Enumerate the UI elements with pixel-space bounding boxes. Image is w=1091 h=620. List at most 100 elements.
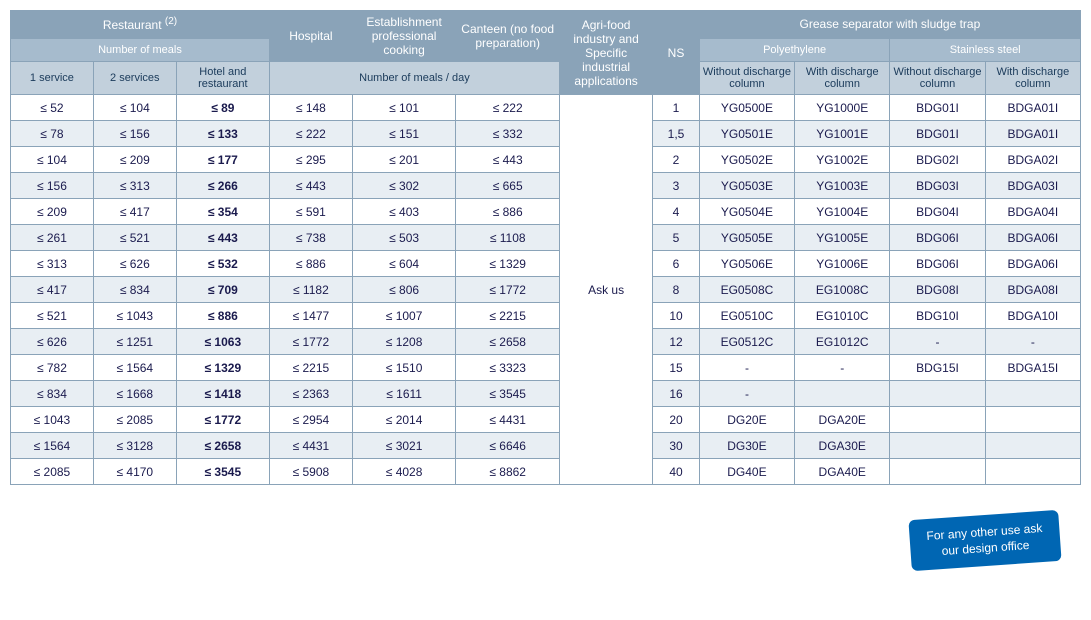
table-cell: ≤ 2215: [269, 355, 352, 381]
table-cell: [890, 381, 985, 407]
table-cell: ≤ 1772: [456, 277, 560, 303]
table-cell: DGA30E: [795, 433, 890, 459]
table-row: ≤ 2085≤ 4170≤ 3545≤ 5908≤ 4028≤ 886240DG…: [11, 459, 1081, 485]
hdr-poly: Polyethylene: [699, 38, 890, 61]
table-cell: 4: [653, 199, 700, 225]
table-cell: 16: [653, 381, 700, 407]
table-cell: ≤ 89: [176, 95, 269, 121]
table-cell: ≤ 332: [456, 121, 560, 147]
hdr-establishment: Establishment professional cooking: [352, 11, 456, 62]
hdr-stainless: Stainless steel: [890, 38, 1081, 61]
table-cell: BDGA03I: [985, 173, 1080, 199]
table-cell: YG1004E: [795, 199, 890, 225]
table-cell: ≤ 302: [352, 173, 456, 199]
table-cell: YG1005E: [795, 225, 890, 251]
table-cell: ≤ 591: [269, 199, 352, 225]
table-cell: ≤ 2658: [176, 433, 269, 459]
table-cell: ≤ 313: [93, 173, 176, 199]
table-cell: ≤ 1182: [269, 277, 352, 303]
table-cell: [890, 433, 985, 459]
table-cell: ≤ 521: [93, 225, 176, 251]
table-cell: BDGA04I: [985, 199, 1080, 225]
hdr-canteen: Canteen (no food preparation): [456, 11, 560, 62]
table-row: ≤ 417≤ 834≤ 709≤ 1182≤ 806≤ 17728EG0508C…: [11, 277, 1081, 303]
table-cell: ≤ 209: [11, 199, 94, 225]
table-cell: ≤ 156: [11, 173, 94, 199]
table-cell: 1: [653, 95, 700, 121]
table-cell: YG1000E: [795, 95, 890, 121]
hdr-hotel: Hotel and restaurant: [176, 62, 269, 95]
table-cell: EG1012C: [795, 329, 890, 355]
table-row: ≤ 261≤ 521≤ 443≤ 738≤ 503≤ 11085YG0505EY…: [11, 225, 1081, 251]
table-cell: ≤ 5908: [269, 459, 352, 485]
table-cell: ≤ 2363: [269, 381, 352, 407]
table-cell: ≤ 1418: [176, 381, 269, 407]
table-cell: ≤ 886: [456, 199, 560, 225]
hdr-ns: NS: [653, 11, 700, 95]
table-cell: ≤ 1510: [352, 355, 456, 381]
table-cell: [795, 381, 890, 407]
table-cell: 2: [653, 147, 700, 173]
table-cell: ≤ 2954: [269, 407, 352, 433]
table-cell: ≤ 8862: [456, 459, 560, 485]
table-cell: 15: [653, 355, 700, 381]
table-cell: YG0502E: [699, 147, 794, 173]
table-cell: ≤ 266: [176, 173, 269, 199]
table-cell: YG0506E: [699, 251, 794, 277]
table-cell: ≤ 2658: [456, 329, 560, 355]
table-cell: 3: [653, 173, 700, 199]
table-cell: ≤ 104: [11, 147, 94, 173]
table-cell: ≤ 417: [11, 277, 94, 303]
table-cell: ≤ 1477: [269, 303, 352, 329]
table-cell: ≤ 2085: [93, 407, 176, 433]
table-cell: [985, 407, 1080, 433]
table-cell: ≤ 4170: [93, 459, 176, 485]
table-row: ≤ 521≤ 1043≤ 886≤ 1477≤ 1007≤ 221510EG05…: [11, 303, 1081, 329]
table-cell: YG1002E: [795, 147, 890, 173]
table-cell: ≤ 1329: [176, 355, 269, 381]
table-cell: ≤ 6646: [456, 433, 560, 459]
table-cell: ≤ 1772: [176, 407, 269, 433]
note-box: For any other use ask our design office: [908, 510, 1061, 572]
table-cell: DGA40E: [795, 459, 890, 485]
table-cell: ≤ 604: [352, 251, 456, 277]
table-cell: 30: [653, 433, 700, 459]
table-cell: BDGA06I: [985, 225, 1080, 251]
table-cell: YG0503E: [699, 173, 794, 199]
table-cell: EG1010C: [795, 303, 890, 329]
table-cell: ≤ 354: [176, 199, 269, 225]
table-row: ≤ 313≤ 626≤ 532≤ 886≤ 604≤ 13296YG0506EY…: [11, 251, 1081, 277]
table-cell: ≤ 148: [269, 95, 352, 121]
table-row: ≤ 156≤ 313≤ 266≤ 443≤ 302≤ 6653YG0503EYG…: [11, 173, 1081, 199]
table-cell: BDG06I: [890, 225, 985, 251]
table-cell: ≤ 521: [11, 303, 94, 329]
table-cell: ≤ 295: [269, 147, 352, 173]
table-cell: BDG10I: [890, 303, 985, 329]
sizing-table: Restaurant (2) Hospital Establishment pr…: [10, 10, 1081, 485]
table-cell: 8: [653, 277, 700, 303]
table-cell: ≤ 886: [176, 303, 269, 329]
table-cell: DGA20E: [795, 407, 890, 433]
table-row: ≤ 1564≤ 3128≤ 2658≤ 4431≤ 3021≤ 664630DG…: [11, 433, 1081, 459]
table-cell: BDG04I: [890, 199, 985, 225]
table-cell: ≤ 1007: [352, 303, 456, 329]
table-cell: 5: [653, 225, 700, 251]
table-cell: [890, 407, 985, 433]
table-cell: BDG03I: [890, 173, 985, 199]
table-cell: ≤ 3021: [352, 433, 456, 459]
table-cell: BDG08I: [890, 277, 985, 303]
table-cell: ≤ 156: [93, 121, 176, 147]
table-cell: ≤ 443: [456, 147, 560, 173]
table-row: ≤ 209≤ 417≤ 354≤ 591≤ 403≤ 8864YG0504EYG…: [11, 199, 1081, 225]
table-cell: ≤ 177: [176, 147, 269, 173]
table-cell: ≤ 78: [11, 121, 94, 147]
table-cell: 6: [653, 251, 700, 277]
table-cell: ≤ 665: [456, 173, 560, 199]
table-cell: ≤ 782: [11, 355, 94, 381]
table-cell: EG0512C: [699, 329, 794, 355]
table-cell: ≤ 4431: [456, 407, 560, 433]
table-cell: DG20E: [699, 407, 794, 433]
table-cell: ≤ 532: [176, 251, 269, 277]
table-cell: YG1001E: [795, 121, 890, 147]
table-cell: ≤ 151: [352, 121, 456, 147]
